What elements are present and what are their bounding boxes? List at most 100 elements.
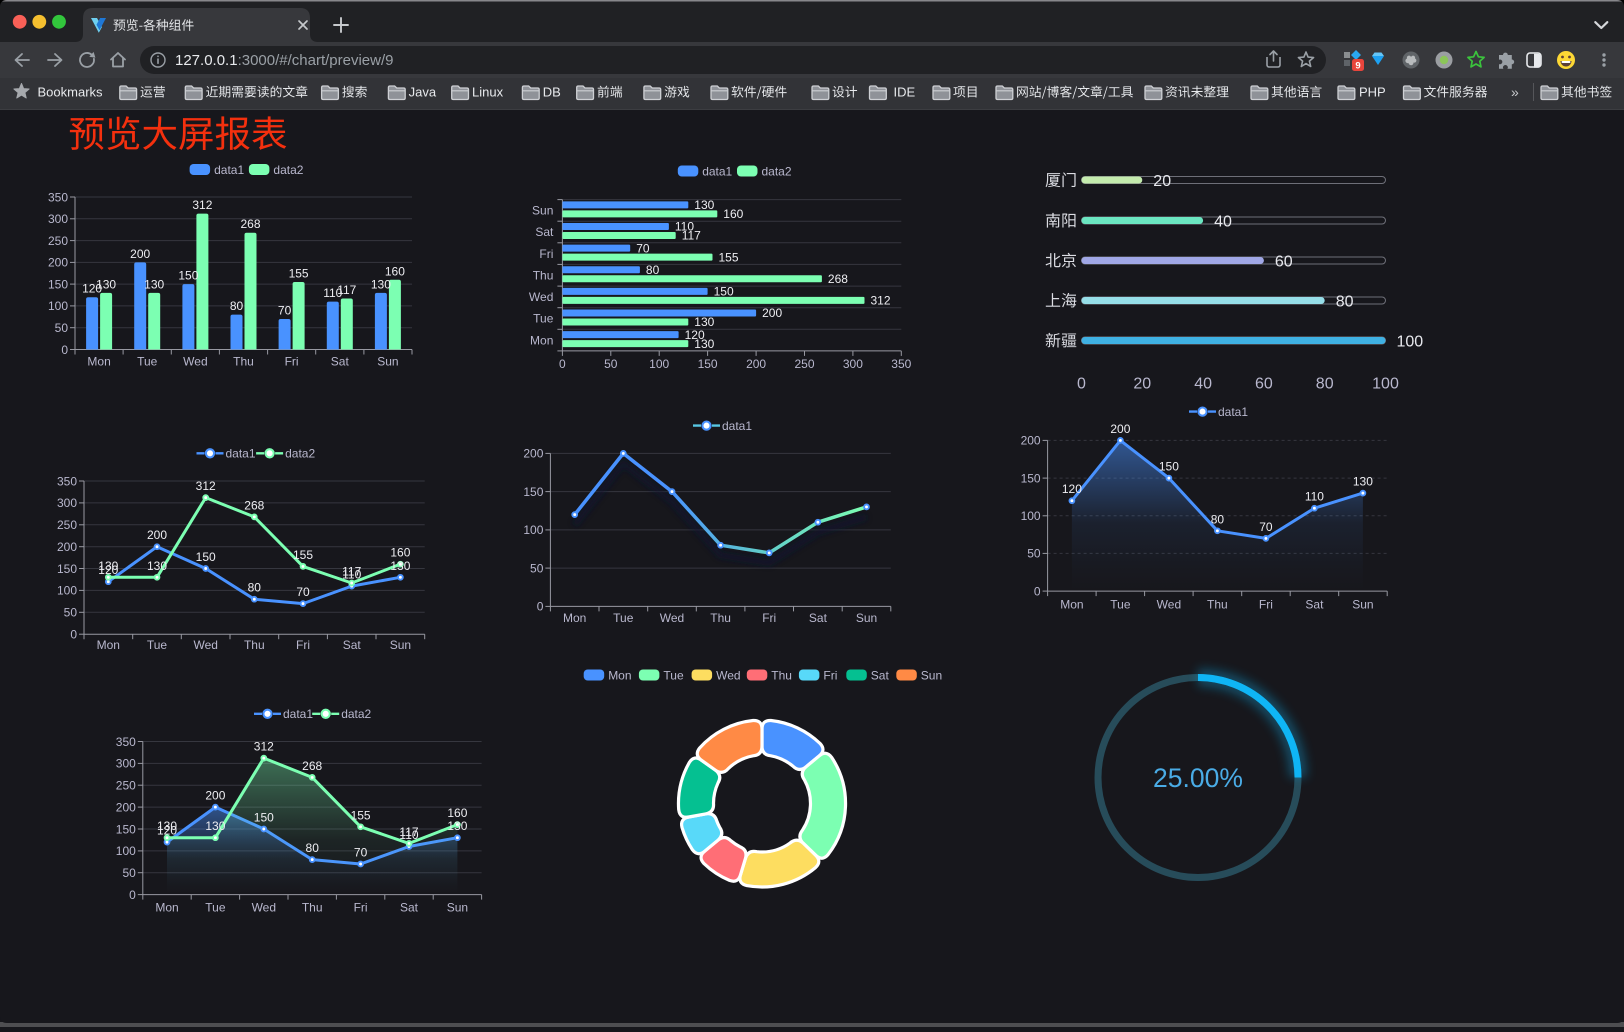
svg-text:120: 120 xyxy=(157,824,177,838)
svg-text:155: 155 xyxy=(293,548,313,562)
svg-text:0: 0 xyxy=(559,357,566,371)
svg-text:0: 0 xyxy=(1077,376,1086,393)
svg-text:60: 60 xyxy=(1275,253,1293,270)
svg-text:Fri: Fri xyxy=(762,611,776,625)
svg-text:data2: data2 xyxy=(762,164,792,178)
svg-text:155: 155 xyxy=(351,808,371,822)
svg-text:100: 100 xyxy=(1021,509,1041,523)
svg-text:20: 20 xyxy=(1153,173,1171,190)
svg-text:350: 350 xyxy=(57,474,77,488)
svg-text:155: 155 xyxy=(719,250,739,264)
svg-text:Thu: Thu xyxy=(302,901,323,915)
svg-text:250: 250 xyxy=(48,234,68,248)
svg-text:data2: data2 xyxy=(285,447,315,461)
svg-text:250: 250 xyxy=(116,779,136,793)
svg-text:Fri: Fri xyxy=(285,355,299,369)
svg-text:250: 250 xyxy=(794,357,814,371)
svg-text:150: 150 xyxy=(57,562,77,576)
svg-text:130: 130 xyxy=(694,315,714,329)
svg-text:Thu: Thu xyxy=(244,638,265,652)
svg-text:312: 312 xyxy=(871,294,891,308)
svg-text:0: 0 xyxy=(129,888,136,902)
svg-text:Wed: Wed xyxy=(183,355,207,369)
svg-text:130: 130 xyxy=(205,819,225,833)
svg-text:Sat: Sat xyxy=(1305,598,1324,612)
svg-text:Tue: Tue xyxy=(1110,598,1131,612)
svg-text:110: 110 xyxy=(323,286,342,300)
svg-text:Sun: Sun xyxy=(532,204,553,218)
svg-text:9: 9 xyxy=(1355,61,1360,72)
svg-text:155: 155 xyxy=(289,267,309,281)
svg-text:150: 150 xyxy=(48,277,68,291)
svg-text:50: 50 xyxy=(64,606,78,620)
svg-text:117: 117 xyxy=(682,229,701,243)
svg-text:Wed: Wed xyxy=(1157,598,1181,612)
svg-text:80: 80 xyxy=(248,581,262,595)
svg-text:312: 312 xyxy=(196,479,216,493)
svg-text:Java: Java xyxy=(409,85,437,100)
svg-text:200: 200 xyxy=(1110,422,1130,436)
svg-text:80: 80 xyxy=(1211,512,1225,526)
svg-text:117: 117 xyxy=(342,565,361,579)
svg-text:120: 120 xyxy=(1062,482,1082,496)
svg-text:117: 117 xyxy=(399,825,418,839)
svg-text:150: 150 xyxy=(698,357,718,371)
svg-text:Sat: Sat xyxy=(809,611,828,625)
svg-text:Thu: Thu xyxy=(233,355,254,369)
svg-text:Mon: Mon xyxy=(1060,598,1083,612)
svg-text:data1: data1 xyxy=(214,163,244,177)
svg-text:268: 268 xyxy=(828,272,848,286)
svg-text:70: 70 xyxy=(296,585,310,599)
svg-text:200: 200 xyxy=(147,528,167,542)
svg-text:130: 130 xyxy=(147,559,167,573)
svg-text:60: 60 xyxy=(1255,376,1273,393)
svg-text:50: 50 xyxy=(55,321,69,335)
svg-text:200: 200 xyxy=(48,256,68,270)
svg-text:150: 150 xyxy=(178,269,198,283)
svg-text:300: 300 xyxy=(843,357,863,371)
svg-text:Tue: Tue xyxy=(663,669,684,683)
svg-text:Thu: Thu xyxy=(771,669,792,683)
svg-text:127.0.0.1:3000/#/chart/preview: 127.0.0.1:3000/#/chart/preview/9 xyxy=(175,52,394,69)
svg-text:DB: DB xyxy=(543,85,561,100)
svg-text:Sat: Sat xyxy=(535,225,554,239)
svg-text:80: 80 xyxy=(306,841,320,855)
svg-text:Sat: Sat xyxy=(871,669,890,683)
svg-text:110: 110 xyxy=(675,220,694,234)
svg-text:Wed: Wed xyxy=(660,611,684,625)
svg-text:50: 50 xyxy=(122,866,136,880)
svg-text:100: 100 xyxy=(1397,333,1424,350)
svg-text:data1: data1 xyxy=(702,164,732,178)
svg-text:150: 150 xyxy=(254,811,274,825)
svg-text:Mon: Mon xyxy=(155,901,178,915)
svg-text:Sat: Sat xyxy=(400,901,419,915)
svg-text:Sun: Sun xyxy=(1352,598,1373,612)
svg-text:70: 70 xyxy=(636,241,650,255)
svg-text:Wed: Wed xyxy=(716,669,740,683)
svg-text:data1: data1 xyxy=(226,447,256,461)
svg-text:200: 200 xyxy=(1021,434,1041,448)
svg-text:150: 150 xyxy=(523,485,543,499)
svg-text:data1: data1 xyxy=(722,419,752,433)
svg-text:50: 50 xyxy=(604,357,618,371)
svg-text:268: 268 xyxy=(244,498,264,512)
svg-text:160: 160 xyxy=(385,264,405,278)
svg-text:Tue: Tue xyxy=(613,611,634,625)
svg-text:150: 150 xyxy=(196,550,216,564)
svg-text:312: 312 xyxy=(192,198,212,212)
svg-text:130: 130 xyxy=(447,819,467,833)
svg-text:150: 150 xyxy=(714,285,734,299)
svg-text:130: 130 xyxy=(694,337,714,351)
svg-text:Wed: Wed xyxy=(529,290,553,304)
svg-text:data1: data1 xyxy=(283,707,313,721)
svg-text:Thu: Thu xyxy=(533,268,554,282)
svg-text:data2: data2 xyxy=(273,163,303,177)
svg-text:70: 70 xyxy=(1259,520,1273,534)
svg-text:100: 100 xyxy=(1372,376,1399,393)
svg-text:130: 130 xyxy=(371,277,391,291)
svg-text:350: 350 xyxy=(891,357,911,371)
svg-text:300: 300 xyxy=(57,496,77,510)
svg-text:Sat: Sat xyxy=(343,638,362,652)
svg-text:Bookmarks: Bookmarks xyxy=(38,85,104,100)
svg-text:110: 110 xyxy=(399,828,418,842)
